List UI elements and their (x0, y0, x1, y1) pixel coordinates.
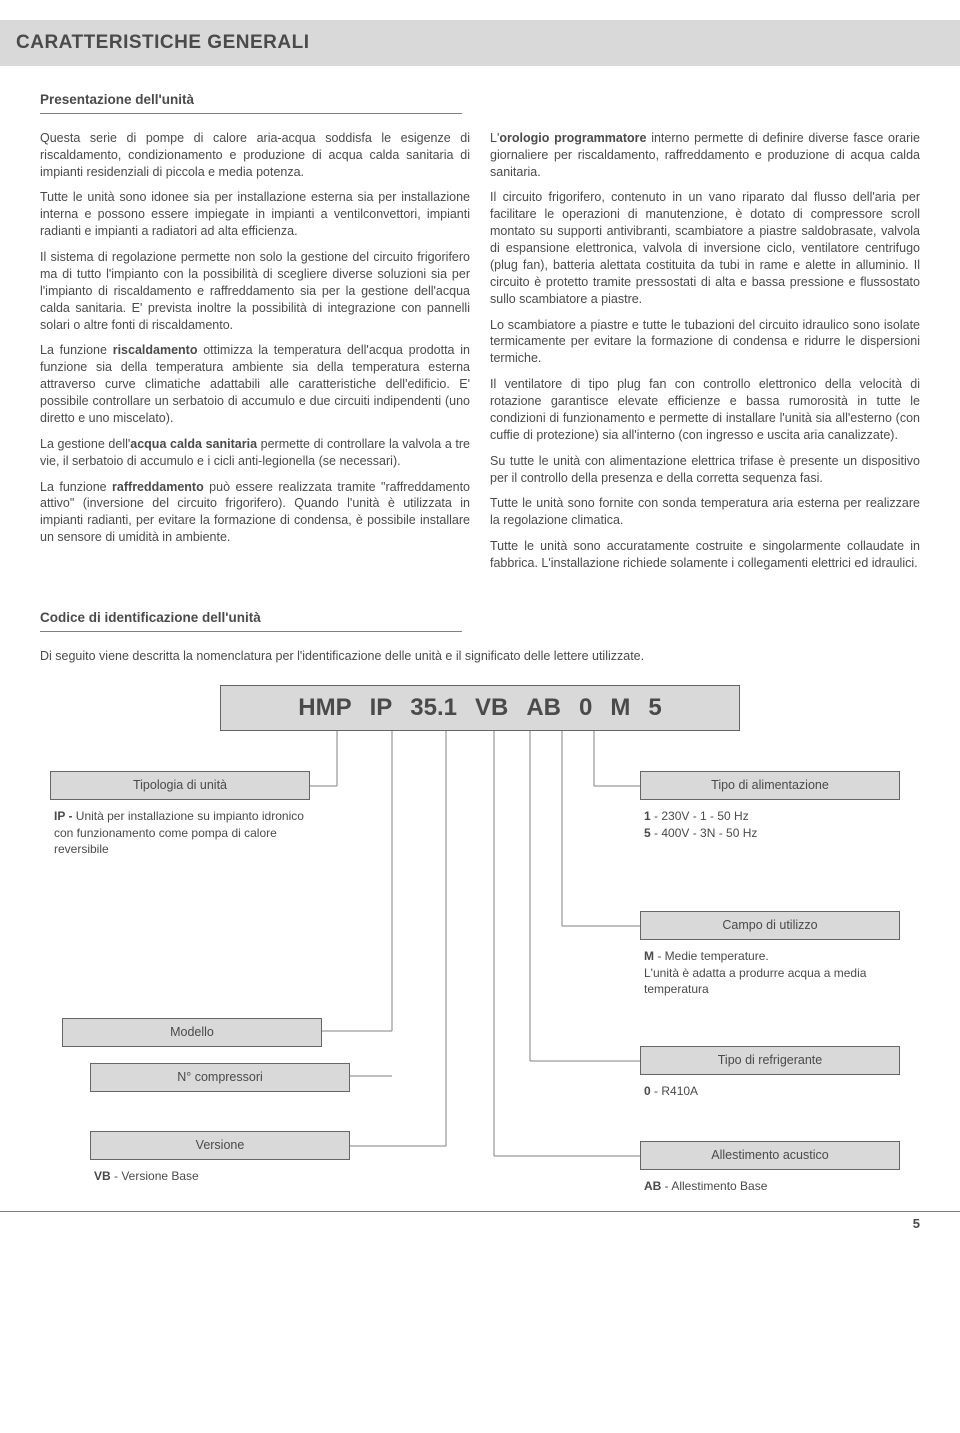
page-title-band: CARATTERISTICHE GENERALI (0, 20, 960, 66)
code-segment: 35.1 (410, 692, 457, 724)
code-segment: VB (475, 692, 508, 724)
paragraph: Il circuito frigorifero, contenuto in un… (490, 189, 920, 307)
box-refrigerante-body: 0 - R410A (640, 1083, 900, 1099)
paragraph: Lo scambiatore a piastre e tutte le tuba… (490, 317, 920, 368)
paragraph: L'orologio programmatore interno permett… (490, 130, 920, 181)
code-segment: AB (526, 692, 561, 724)
box-refrigerante-title: Tipo di refrigerante (640, 1046, 900, 1075)
box-versione: Versione VB - Versione Base (90, 1131, 350, 1184)
paragraph: Tutte le unità sono fornite con sonda te… (490, 495, 920, 529)
diagram: Tipologia di unità IP - Unità per instal… (40, 731, 920, 1211)
box-acustico-body: AB - Allestimento Base (640, 1178, 900, 1194)
paragraph: Tutte le unità sono accuratamente costru… (490, 538, 920, 572)
code-bar: HMP IP 35.1 VB AB 0M5 (220, 685, 740, 731)
box-alimentazione-body: 1 - 230V - 1 - 50 Hz5 - 400V - 3N - 50 H… (640, 808, 900, 840)
code-segment: 0 (579, 692, 592, 724)
presentation-columns: Questa serie di pompe di calore aria-acq… (40, 130, 920, 581)
box-acustico: Allestimento acustico AB - Allestimento … (640, 1141, 900, 1194)
box-compressori-title: N° compressori (90, 1063, 350, 1092)
page-title: CARATTERISTICHE GENERALI (16, 30, 944, 56)
box-tipologia: Tipologia di unità IP - Unità per instal… (50, 771, 310, 856)
paragraph: Questa serie di pompe di calore aria-acq… (40, 130, 470, 181)
code-segment: M (610, 692, 630, 724)
identification-intro: Di seguito viene descritta la nomenclatu… (40, 648, 920, 665)
code-segment: HMP (298, 692, 351, 724)
identification-heading: Codice di identificazione dell'unità (40, 609, 462, 632)
presentation-col-left: Questa serie di pompe di calore aria-acq… (40, 130, 470, 581)
code-segment: 5 (648, 692, 661, 724)
box-tipologia-body: IP - Unità per installazione su impianto… (50, 808, 310, 857)
box-campo-body: M - Medie temperature.L'unità è adatta a… (640, 948, 900, 997)
box-tipologia-title: Tipologia di unità (50, 771, 310, 800)
page-number: 5 (913, 1215, 920, 1233)
box-modello: Modello (62, 1018, 322, 1055)
code-segment: IP (370, 692, 393, 724)
paragraph: Su tutte le unità con alimentazione elet… (490, 453, 920, 487)
paragraph: La gestione dell'acqua calda sanitaria p… (40, 436, 470, 470)
box-campo: Campo di utilizzo M - Medie temperature.… (640, 911, 900, 996)
box-refrigerante: Tipo di refrigerante 0 - R410A (640, 1046, 900, 1099)
box-alimentazione-title: Tipo di alimentazione (640, 771, 900, 800)
paragraph: La funzione riscaldamento ottimizza la t… (40, 342, 470, 426)
paragraph: Il sistema di regolazione permette non s… (40, 249, 470, 333)
box-alimentazione: Tipo di alimentazione 1 - 230V - 1 - 50 … (640, 771, 900, 840)
box-versione-title: Versione (90, 1131, 350, 1160)
box-compressori: N° compressori (90, 1063, 350, 1100)
presentation-col-right: L'orologio programmatore interno permett… (490, 130, 920, 581)
box-modello-title: Modello (62, 1018, 322, 1047)
footer-divider (0, 1211, 960, 1212)
presentation-heading: Presentazione dell'unità (40, 91, 462, 114)
paragraph: Tutte le unità sono idonee sia per insta… (40, 189, 470, 240)
box-acustico-title: Allestimento acustico (640, 1141, 900, 1170)
paragraph: Il ventilatore di tipo plug fan con cont… (490, 376, 920, 444)
paragraph: La funzione raffreddamento può essere re… (40, 479, 470, 547)
box-versione-body: VB - Versione Base (90, 1168, 350, 1184)
box-campo-title: Campo di utilizzo (640, 911, 900, 940)
